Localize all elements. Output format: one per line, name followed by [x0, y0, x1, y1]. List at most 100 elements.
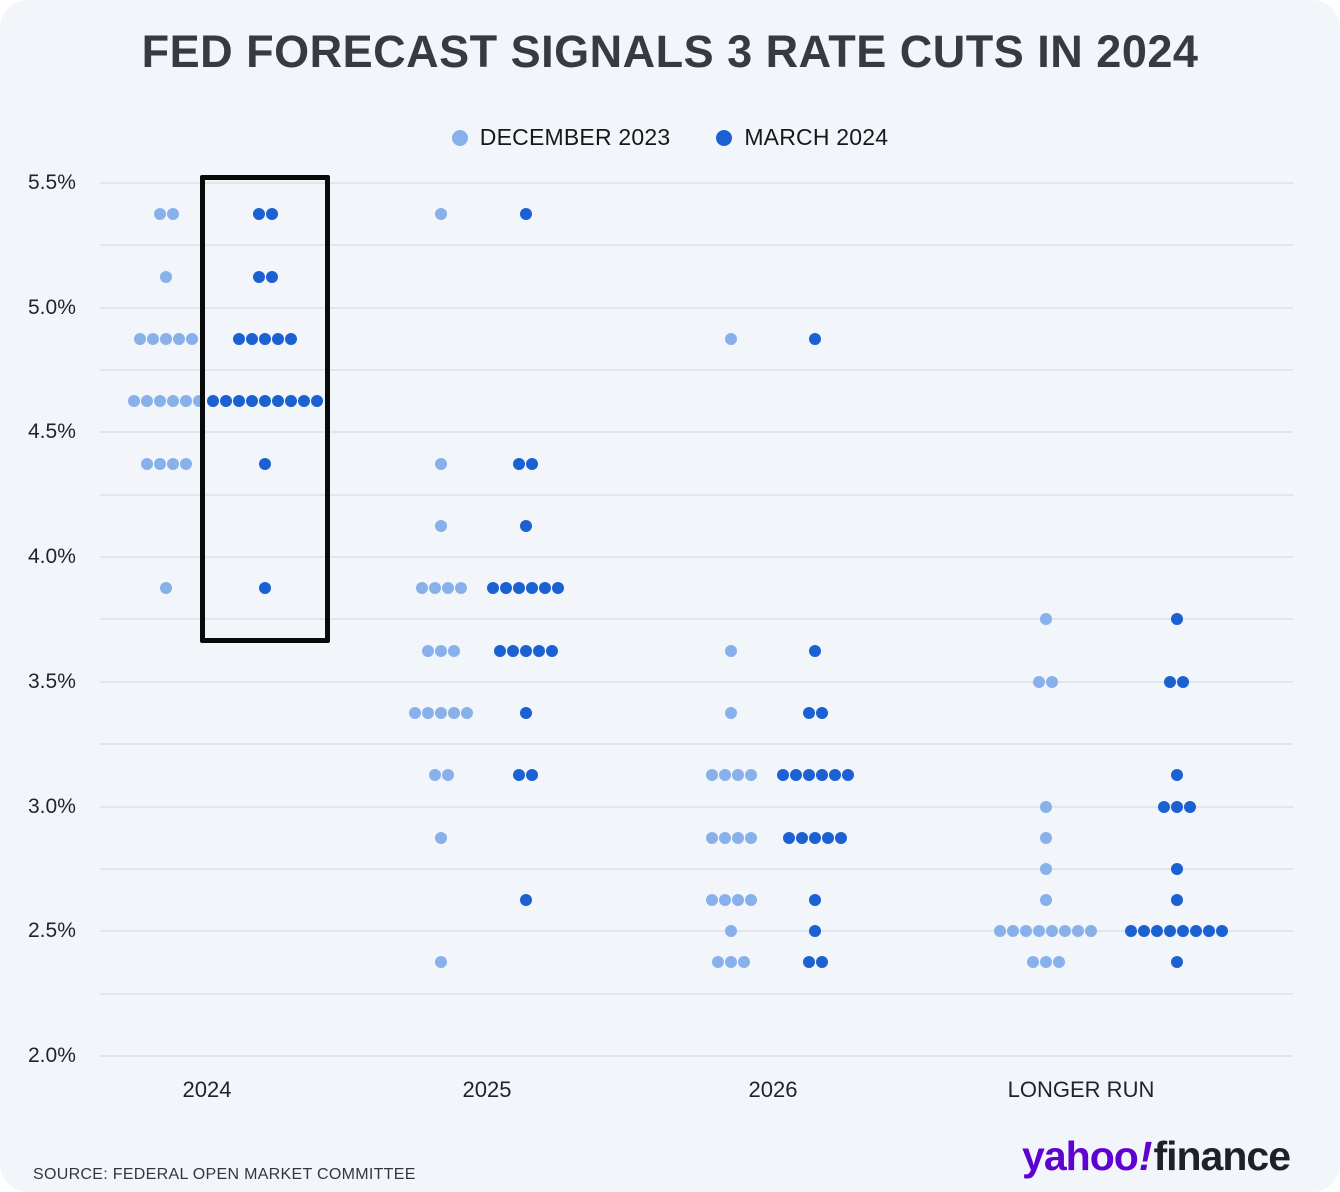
projection-dot-mar — [802, 956, 815, 969]
projection-dot-mar — [487, 582, 499, 595]
projection-dot-mar — [1170, 956, 1183, 969]
gridline — [100, 493, 1293, 496]
projection-dot-dec — [1039, 613, 1052, 626]
projection-dot-mar — [500, 582, 512, 595]
projection-dot-dec — [454, 582, 467, 595]
projection-dot-mar — [298, 395, 310, 408]
projection-dot-dec — [153, 457, 166, 470]
projection-dot-mar — [1216, 925, 1228, 938]
projection-dot-dec — [140, 457, 153, 470]
projection-dot-dec — [166, 395, 179, 408]
projection-dot-dec — [435, 644, 447, 657]
projection-dot-mar — [809, 644, 821, 657]
projection-dot-mar — [815, 706, 828, 719]
projection-dot-dec — [725, 956, 737, 969]
projection-dot-mar — [802, 769, 815, 782]
gridline — [100, 1054, 1293, 1057]
projection-dot-dec — [1046, 675, 1058, 688]
projection-dot-mar — [259, 332, 271, 345]
projection-dot-dec — [186, 332, 198, 345]
projection-dot-mar — [519, 519, 532, 532]
projection-dot-mar — [809, 925, 821, 938]
projection-dot-dec — [166, 208, 179, 221]
y-axis-label: 4.0% — [28, 545, 76, 569]
projection-dot-mar — [220, 395, 232, 408]
projection-dot-mar — [233, 395, 245, 408]
legend-label-december: DECEMBER 2023 — [479, 124, 671, 150]
legend-dot-december-icon — [451, 129, 468, 146]
projection-dot-mar — [835, 831, 847, 844]
projection-dot-mar — [1170, 769, 1183, 782]
projection-dot-dec — [994, 925, 1006, 938]
projection-dot-dec — [428, 769, 441, 782]
projection-dot-mar — [259, 582, 271, 595]
projection-dot-mar — [1190, 925, 1202, 938]
projection-dot-mar — [789, 769, 802, 782]
projection-dot-dec — [441, 582, 454, 595]
projection-dot-dec — [1052, 956, 1065, 969]
projection-dot-mar — [519, 644, 532, 657]
projection-dot-dec — [725, 332, 737, 345]
gridline — [100, 867, 1293, 870]
x-axis-label: 2024 — [182, 1077, 232, 1102]
projection-dot-dec — [179, 457, 192, 470]
gridline — [100, 618, 1293, 621]
projection-dot-dec — [160, 270, 172, 283]
projection-dot-mar — [545, 644, 558, 657]
x-axis-label: 2025 — [462, 1077, 512, 1102]
y-axis-label: 2.0% — [28, 1043, 76, 1067]
projection-dot-dec — [1007, 925, 1019, 938]
projection-dot-dec — [738, 956, 750, 969]
gridline — [100, 992, 1293, 995]
projection-dot-mar — [822, 831, 834, 844]
projection-dot-mar — [526, 457, 538, 470]
projection-dot-mar — [519, 894, 532, 907]
projection-dot-mar — [1125, 925, 1137, 938]
projection-dot-dec — [718, 894, 731, 907]
projection-dot-dec — [160, 582, 172, 595]
projection-dot-mar — [513, 769, 525, 782]
projection-dot-dec — [448, 706, 460, 719]
legend-item-march-2024: MARCH 2024 — [716, 124, 888, 151]
projection-dot-dec — [744, 894, 757, 907]
projection-dot-mar — [272, 395, 284, 408]
projection-dot-mar — [1170, 862, 1183, 875]
projection-dot-mar — [285, 395, 297, 408]
projection-dot-mar — [252, 208, 265, 221]
gridline — [100, 306, 1293, 309]
projection-dot-dec — [127, 395, 140, 408]
gridline — [100, 680, 1293, 683]
y-axis-label: 3.5% — [28, 669, 76, 693]
projection-dot-dec — [415, 582, 428, 595]
projection-dot-dec — [1039, 800, 1052, 813]
projection-dot-dec — [1085, 925, 1097, 938]
projection-dot-mar — [1164, 675, 1176, 688]
projection-dot-dec — [153, 395, 166, 408]
projection-dot-dec — [441, 769, 454, 782]
projection-dot-mar — [1177, 675, 1189, 688]
projection-dot-mar — [532, 644, 545, 657]
projection-dot-dec — [147, 332, 159, 345]
projection-dot-dec — [1039, 831, 1052, 844]
projection-dot-dec — [705, 769, 718, 782]
projection-dot-mar — [207, 395, 219, 408]
projection-dot-dec — [153, 208, 166, 221]
highlight-box-2024-march — [200, 175, 330, 643]
projection-dot-dec — [725, 925, 737, 938]
projection-dot-mar — [519, 208, 532, 221]
projection-dot-mar — [252, 270, 265, 283]
projection-dot-mar — [1177, 925, 1189, 938]
projection-dot-mar — [809, 332, 821, 345]
projection-dot-mar — [259, 457, 271, 470]
legend-label-march: MARCH 2024 — [744, 124, 889, 150]
projection-dot-dec — [1026, 956, 1039, 969]
projection-dot-dec — [435, 706, 447, 719]
projection-dot-mar — [1170, 894, 1183, 907]
projection-dot-mar — [1164, 925, 1176, 938]
projection-dot-mar — [809, 831, 821, 844]
gridline — [100, 556, 1293, 559]
projection-dot-mar — [1151, 925, 1163, 938]
projection-dot-dec — [1033, 925, 1045, 938]
projection-dot-mar — [1203, 925, 1215, 938]
